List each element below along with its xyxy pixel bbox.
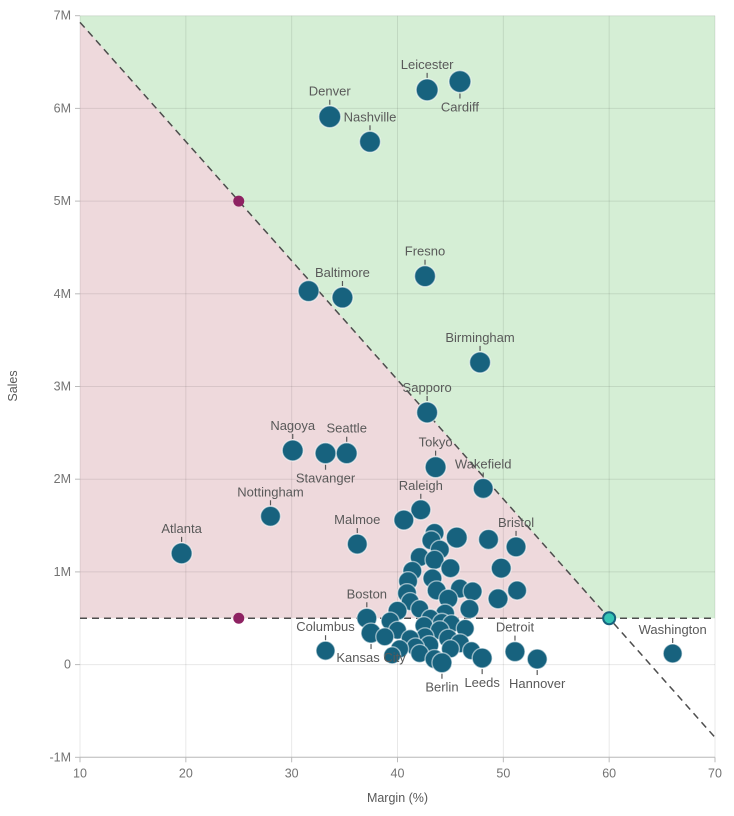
data-point-seattle[interactable]	[335, 442, 358, 465]
data-point-tokyo[interactable]	[424, 455, 447, 479]
point-label: Sapporo	[403, 380, 452, 395]
point-label: Boston	[347, 586, 387, 601]
data-point-stavanger[interactable]	[314, 442, 337, 465]
data-point-fresno[interactable]	[413, 264, 437, 288]
data-point-nashville[interactable]	[358, 130, 382, 153]
data-point[interactable]	[490, 557, 512, 579]
point-label: Raleigh	[399, 478, 443, 493]
y-tick-label: 3M	[54, 380, 71, 394]
point-label: Atlanta	[161, 521, 202, 536]
x-tick-label: 70	[708, 766, 722, 780]
intersection-handle-handle-icon[interactable]	[602, 611, 617, 626]
point-label: Bristol	[498, 515, 534, 530]
data-point[interactable]	[383, 646, 402, 665]
data-point[interactable]	[462, 581, 483, 602]
point-label: Wakefield	[455, 456, 512, 471]
y-tick-label: 0	[64, 658, 71, 672]
point-label: Nashville	[344, 109, 397, 124]
y-tick-label: 2M	[54, 472, 71, 486]
x-axis-title: Margin (%)	[367, 791, 428, 805]
data-point-wakefield[interactable]	[472, 477, 494, 500]
y-tick-label: 6M	[54, 101, 71, 115]
data-point[interactable]	[477, 528, 500, 551]
data-point-berlin[interactable]	[431, 652, 453, 674]
data-point-leicester[interactable]	[415, 78, 439, 102]
data-point-detroit[interactable]	[504, 640, 526, 663]
data-point-denver[interactable]	[318, 105, 342, 129]
data-point-birmingham[interactable]	[468, 351, 492, 374]
x-tick-label: 50	[496, 766, 510, 780]
point-label: Fresno	[405, 244, 445, 259]
y-tick-label: -1M	[49, 750, 71, 764]
point-label: Columbus	[296, 619, 355, 634]
data-point-cardiff[interactable]	[448, 69, 472, 94]
point-label: Berlin	[425, 680, 458, 695]
diagonal-handle-handle-icon[interactable]	[233, 195, 245, 207]
data-point-nagoya[interactable]	[281, 439, 304, 462]
data-point[interactable]	[440, 557, 461, 579]
data-point[interactable]	[297, 279, 320, 303]
point-label: Tokyo	[419, 435, 453, 450]
point-label: Cardiff	[441, 100, 479, 115]
data-point[interactable]	[487, 588, 509, 610]
data-point-nottingham[interactable]	[259, 505, 282, 527]
point-label: Kansas City	[336, 650, 406, 665]
point-label: Washington	[639, 622, 707, 637]
x-tick-label: 30	[285, 766, 299, 780]
data-point-bristol[interactable]	[505, 536, 527, 558]
threshold-handle-left-handle-icon[interactable]	[233, 612, 245, 624]
y-tick-label: 1M	[54, 565, 71, 579]
point-label: Denver	[309, 84, 352, 99]
data-point-atlanta[interactable]	[170, 542, 193, 565]
x-tick-label: 10	[73, 766, 87, 780]
data-point-washington[interactable]	[662, 643, 683, 664]
data-point-baltimore[interactable]	[331, 286, 354, 309]
point-label: Nottingham	[237, 484, 303, 499]
point-label: Leicester	[401, 57, 454, 72]
point-label: Nagoya	[270, 418, 316, 433]
data-point[interactable]	[393, 509, 415, 531]
data-point-leeds[interactable]	[471, 647, 493, 669]
data-point-raleigh[interactable]	[410, 499, 432, 521]
y-tick-label: 4M	[54, 287, 71, 301]
x-tick-label: 60	[602, 766, 616, 780]
point-label: Stavanger	[296, 471, 356, 486]
point-label: Detroit	[496, 620, 535, 635]
data-point[interactable]	[445, 526, 468, 549]
y-tick-label: 7M	[54, 9, 71, 23]
region-good	[80, 15, 715, 619]
data-point-malmoe[interactable]	[346, 533, 368, 555]
point-label: Malmoe	[334, 512, 380, 527]
data-point-hannover[interactable]	[526, 648, 548, 670]
y-tick-label: 5M	[54, 194, 71, 208]
data-point[interactable]	[375, 627, 395, 647]
point-label: Leeds	[464, 675, 500, 690]
point-label: Seattle	[326, 421, 366, 436]
point-label: Birmingham	[445, 330, 514, 345]
data-point[interactable]	[506, 580, 528, 601]
x-tick-label: 20	[179, 766, 193, 780]
data-point-sapporo[interactable]	[415, 401, 439, 424]
x-tick-label: 40	[391, 766, 405, 780]
data-point-columbus[interactable]	[315, 640, 336, 661]
y-axis-title: Sales	[6, 370, 20, 401]
data-point[interactable]	[459, 598, 480, 620]
point-label: Baltimore	[315, 265, 370, 280]
point-label: Hannover	[509, 676, 566, 691]
